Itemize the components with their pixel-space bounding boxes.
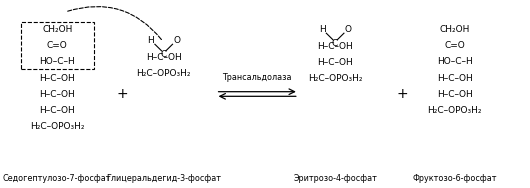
Text: C: C	[161, 50, 167, 59]
FancyArrowPatch shape	[68, 7, 161, 39]
Text: CH₂OH: CH₂OH	[42, 25, 73, 34]
Text: H: H	[319, 25, 325, 34]
Text: H–C–OH: H–C–OH	[146, 53, 182, 62]
Text: C=O: C=O	[444, 41, 465, 50]
Text: C=O: C=O	[47, 41, 68, 50]
Text: Трансальдолаза: Трансальдолаза	[223, 73, 292, 82]
Text: HO–C–H: HO–C–H	[39, 58, 75, 66]
Text: H₂C–OPO₃H₂: H₂C–OPO₃H₂	[136, 69, 191, 78]
Text: H₂C–OPO₃H₂: H₂C–OPO₃H₂	[308, 74, 363, 83]
Text: CH₂OH: CH₂OH	[439, 25, 470, 34]
Text: H–C–OH: H–C–OH	[39, 106, 75, 115]
Text: H₂C–OPO₃H₂: H₂C–OPO₃H₂	[427, 106, 482, 115]
Text: +: +	[397, 87, 409, 101]
Text: H–C–OH: H–C–OH	[317, 42, 353, 51]
Text: Фруктозо-6-фосфат: Фруктозо-6-фосфат	[412, 174, 497, 183]
Text: Глицеральдегид-3-фосфат: Глицеральдегид-3-фосфат	[106, 174, 221, 183]
Text: O: O	[344, 25, 351, 34]
Text: H₂C–OPO₃H₂: H₂C–OPO₃H₂	[30, 122, 84, 131]
Text: H–C–OH: H–C–OH	[437, 90, 472, 99]
Text: H–C–OH: H–C–OH	[39, 74, 75, 83]
Text: C: C	[332, 39, 338, 48]
Text: H–C–OH: H–C–OH	[317, 58, 353, 67]
Text: H–C–OH: H–C–OH	[437, 74, 472, 83]
Text: H: H	[147, 36, 154, 45]
Text: H–C–OH: H–C–OH	[39, 90, 75, 99]
Text: Седогептулозо-7-фосфат: Седогептулозо-7-фосфат	[3, 174, 111, 183]
Text: HO–C–H: HO–C–H	[437, 58, 472, 66]
Text: +: +	[117, 87, 128, 101]
Text: Эритрозо-4-фосфат: Эритрозо-4-фосфат	[293, 174, 377, 183]
Text: O: O	[173, 36, 180, 45]
